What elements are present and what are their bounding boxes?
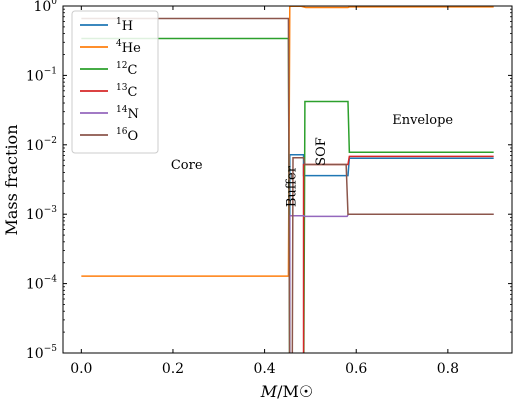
region-annotations: Core Buffer SOF Envelope — [171, 113, 454, 207]
legend-frame — [71, 10, 159, 154]
legend-label-16O: 16O — [116, 127, 138, 144]
legend-label-1H: 1H — [116, 17, 133, 34]
x-axis-label: M/M☉ — [260, 382, 314, 401]
y-tick-label: 10−5 — [26, 344, 57, 362]
region-label-sof: SOF — [314, 137, 329, 166]
x-tick-label: 0.4 — [253, 361, 275, 377]
series-line-14N — [289, 213, 494, 353]
legend: 1H 4He 12C 13C 14N 16O — [71, 10, 159, 154]
plot-lines — [81, 6, 494, 353]
region-label-core: Core — [171, 158, 203, 173]
y-axis-label: Mass fraction — [2, 125, 21, 236]
legend-label-4He: 4He — [116, 39, 141, 56]
plot-frame — [62, 5, 513, 354]
y-tick-label: 10−1 — [26, 66, 57, 84]
x-tick-label: 0.8 — [437, 361, 459, 377]
legend-label-14N: 14N — [116, 105, 139, 122]
x-tick-label: 0.2 — [162, 361, 184, 377]
region-label-envelope: Envelope — [392, 113, 453, 128]
legend-label-12C: 12C — [116, 61, 137, 78]
y-tick-label: 10−3 — [26, 205, 57, 223]
series-line-16O — [81, 17, 494, 353]
series-line-1H — [289, 153, 494, 353]
y-tick-label: 100 — [33, 0, 57, 15]
x-tick-label: 0.0 — [70, 361, 92, 377]
series-line-13C — [302, 155, 494, 353]
y-tick-label: 10−4 — [26, 275, 57, 293]
y-axis: 100 10−1 10−2 10−3 10−4 10−5 — [26, 0, 512, 362]
x-axis: 0.0 0.2 0.4 0.6 0.8 — [70, 6, 459, 377]
x-tick-label: 0.6 — [345, 361, 367, 377]
region-label-buffer: Buffer — [285, 165, 300, 207]
legend-label-13C: 13C — [116, 83, 137, 100]
y-tick-label: 10−2 — [26, 136, 57, 154]
